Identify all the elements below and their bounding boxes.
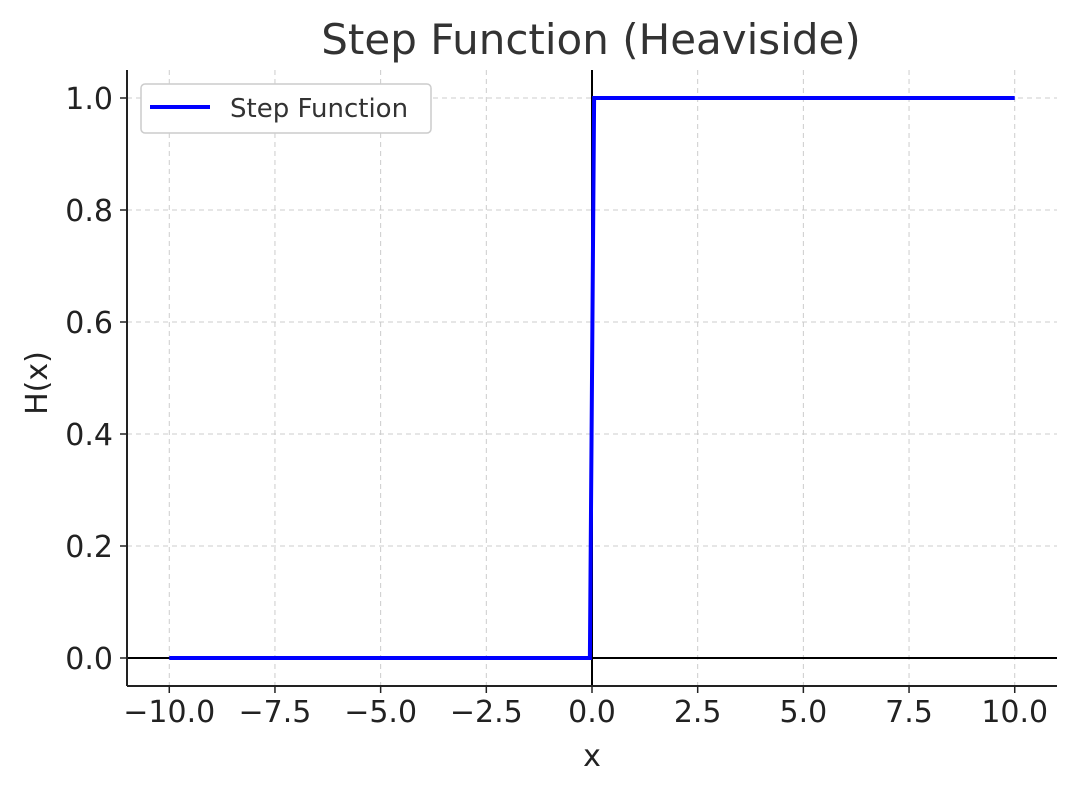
x-tick-label: −7.5 — [239, 695, 312, 730]
y-tick-label: 1.0 — [65, 82, 113, 117]
y-tick-label: 0.6 — [65, 306, 113, 341]
x-tick-label: −5.0 — [344, 695, 417, 730]
y-axis-label: H(x) — [20, 351, 55, 415]
legend-label-step-function: Step Function — [230, 94, 408, 124]
y-tick-label: 0.8 — [65, 194, 113, 229]
y-tick-label: 0.4 — [65, 418, 113, 453]
y-tick-label: 0.2 — [65, 530, 113, 565]
y-tick-label: 0.0 — [65, 642, 113, 677]
x-axis-ticks: −10.0 −7.5 −5.0 −2.5 0.0 2.5 5.0 7.5 10.0 — [123, 686, 1048, 730]
series-lines — [169, 96, 1015, 660]
x-tick-label: 0.0 — [568, 695, 616, 730]
legend-box — [140, 83, 432, 134]
legend: Step Function — [140, 83, 432, 134]
series-line-step-function — [169, 96, 1015, 660]
x-tick-label: −2.5 — [450, 695, 523, 730]
x-tick-label: 2.5 — [674, 695, 722, 730]
x-tick-label: 7.5 — [885, 695, 933, 730]
x-axis-label: x — [583, 739, 601, 774]
y-axis-ticks: 0.0 0.2 0.4 0.6 0.8 1.0 — [65, 82, 127, 677]
x-tick-label: 5.0 — [780, 695, 828, 730]
x-tick-label: −10.0 — [123, 695, 215, 730]
x-tick-label: 10.0 — [981, 695, 1048, 730]
chart-title: Step Function (Heaviside) — [321, 15, 860, 64]
